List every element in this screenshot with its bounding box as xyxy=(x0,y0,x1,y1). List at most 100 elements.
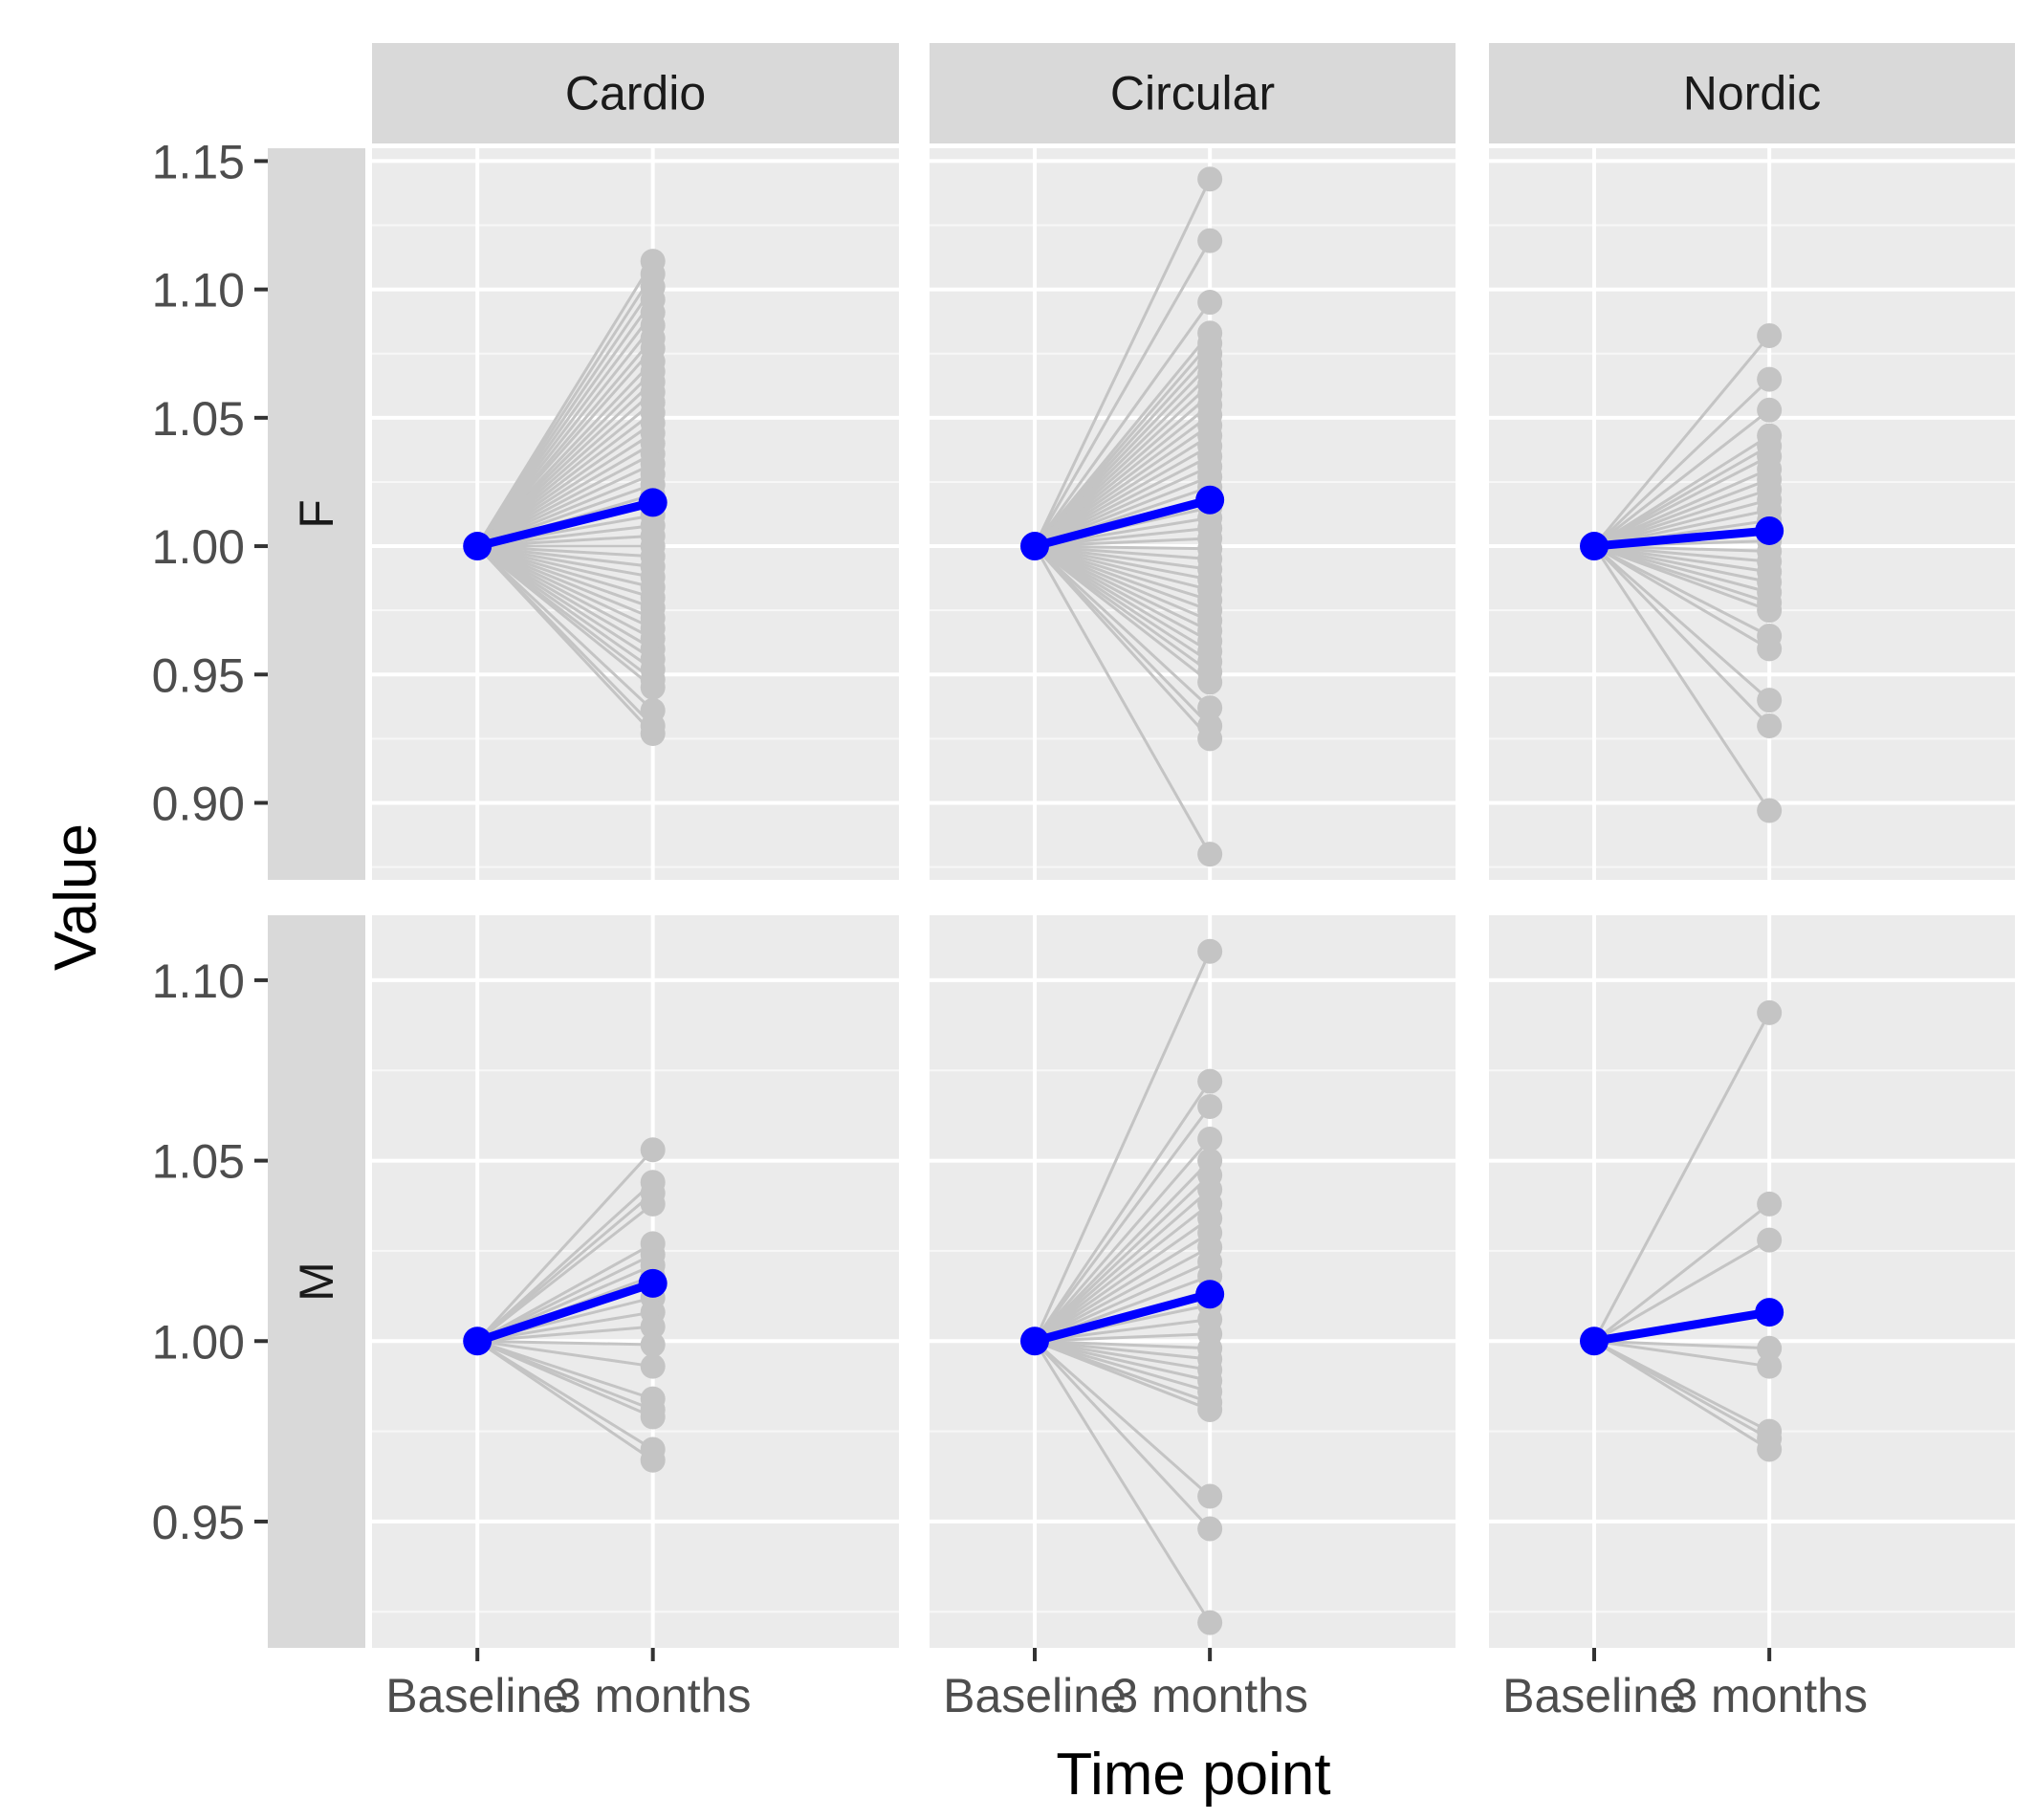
mean-3-months-point xyxy=(638,488,668,517)
individual-line xyxy=(477,1339,653,1347)
y-tick-label: 1.10 xyxy=(152,954,245,1008)
individual-point xyxy=(1197,1093,1223,1119)
y-tick-label: 1.15 xyxy=(152,135,245,188)
individual-line xyxy=(1593,544,1770,574)
panel-f-nordic xyxy=(1489,148,2015,880)
mean-line xyxy=(1033,495,1212,551)
individual-line xyxy=(476,1339,653,1369)
y-axis-title: Value xyxy=(43,823,109,971)
individual-line xyxy=(476,1242,654,1343)
individual-line xyxy=(1593,544,1770,638)
panel-m-nordic xyxy=(1489,915,2015,1648)
individual-point xyxy=(1197,1610,1223,1635)
individual-line xyxy=(1033,1340,1212,1624)
individual-line xyxy=(1034,544,1212,684)
individual-point xyxy=(1197,695,1223,721)
individual-line xyxy=(1034,537,1211,548)
x-tick-label: 3 months xyxy=(1671,1669,1868,1722)
individual-line xyxy=(1033,1106,1212,1343)
individual-point xyxy=(640,1137,666,1163)
individual-line xyxy=(1593,1202,1771,1343)
individual-line xyxy=(476,1340,654,1462)
individual-point xyxy=(1197,1516,1223,1542)
individual-line xyxy=(1034,1339,1211,1412)
individual-point xyxy=(1757,1436,1783,1462)
individual-line xyxy=(477,544,653,559)
individual-line xyxy=(477,544,653,569)
individual-point xyxy=(1757,1335,1783,1361)
y-tick-label: 0.95 xyxy=(152,648,245,702)
individual-point xyxy=(1757,999,1783,1025)
individual-line xyxy=(1593,434,1770,548)
individual-line xyxy=(476,347,654,548)
panel-background xyxy=(1489,915,2015,1648)
individual-line xyxy=(1034,544,1211,612)
individual-line xyxy=(476,544,654,589)
mean-line xyxy=(1593,526,1770,551)
individual-line xyxy=(1593,544,1770,594)
row-strip-label: F xyxy=(290,499,343,529)
mean-baseline-point xyxy=(463,532,493,561)
individual-line xyxy=(1034,1260,1211,1343)
individual-line xyxy=(1592,1012,1771,1342)
individual-point xyxy=(1197,1068,1223,1094)
individual-line xyxy=(1033,1340,1212,1530)
individual-line xyxy=(1033,239,1212,547)
panel-f-cardio xyxy=(372,148,899,880)
individual-line xyxy=(1034,1231,1211,1343)
individual-line xyxy=(1033,545,1212,855)
individual-point xyxy=(1757,397,1783,423)
individual-line xyxy=(476,544,654,609)
individual-line xyxy=(476,544,654,630)
x-tick-label: Baseline xyxy=(1502,1669,1686,1722)
individual-line xyxy=(1034,1188,1212,1343)
individual-point xyxy=(1197,290,1223,316)
individual-line xyxy=(1593,498,1770,548)
individual-line xyxy=(1034,434,1211,548)
panel-m-circular xyxy=(930,915,1456,1648)
column-strip-label: Cardio xyxy=(565,67,706,121)
individual-point xyxy=(1757,798,1783,823)
individual-point xyxy=(1757,598,1783,624)
column-strip-circular xyxy=(930,43,1456,143)
y-tick-label: 1.05 xyxy=(152,392,245,446)
y-tick-label: 1.00 xyxy=(152,520,245,574)
individual-line xyxy=(476,1149,654,1343)
mean-3-months-point xyxy=(1755,515,1784,545)
individual-line xyxy=(476,544,654,689)
individual-line xyxy=(1034,1217,1212,1343)
individual-point xyxy=(1757,1227,1783,1253)
individual-line xyxy=(1593,477,1770,548)
individual-line xyxy=(1034,424,1212,548)
individual-line xyxy=(1033,1080,1212,1343)
individual-point xyxy=(1197,228,1223,253)
individual-line xyxy=(476,1339,654,1451)
individual-point xyxy=(1757,636,1783,662)
individual-line xyxy=(476,1339,654,1401)
individual-point xyxy=(640,674,666,700)
individual-line xyxy=(477,534,653,548)
x-tick-label: Baseline xyxy=(385,1669,569,1722)
individual-line xyxy=(1593,544,1771,702)
individual-line xyxy=(1593,1239,1770,1343)
individual-point xyxy=(1197,166,1223,192)
individual-line xyxy=(1034,1340,1212,1498)
individual-point xyxy=(640,721,666,746)
mean-baseline-point xyxy=(1580,1327,1609,1356)
individual-line xyxy=(1034,1339,1211,1361)
column-strip-label: Nordic xyxy=(1683,67,1821,121)
mean-3-months-point xyxy=(1195,1280,1225,1309)
individual-line xyxy=(1592,545,1771,727)
individual-line xyxy=(1033,544,1212,710)
x-axis-title: Time point xyxy=(1056,1742,1330,1808)
individual-line xyxy=(1593,544,1770,584)
individual-line xyxy=(476,1253,654,1343)
mean-baseline-point xyxy=(463,1327,493,1356)
y-tick-label: 1.05 xyxy=(152,1135,245,1189)
mean-line xyxy=(475,1279,655,1346)
mean-baseline-point xyxy=(1580,532,1609,561)
individual-line xyxy=(1033,951,1212,1342)
y-tick-label: 0.95 xyxy=(152,1496,245,1549)
panel-background xyxy=(372,148,899,880)
individual-line xyxy=(1034,1332,1211,1343)
